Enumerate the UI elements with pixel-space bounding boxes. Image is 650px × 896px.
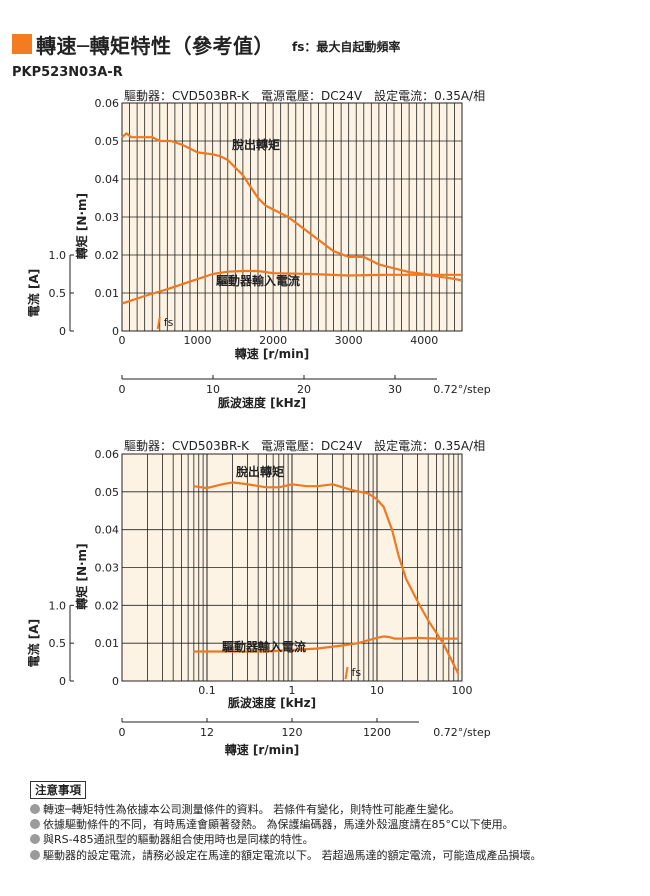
secondary-tick-label: 20 [297,383,311,396]
x-tick-label: 100 [452,684,473,697]
model-number: PKP523N03A-R [12,65,123,80]
x-axis-label: 轉速 [r/min] [235,346,310,361]
x-tick-label: 1000 [184,334,212,347]
secondary-axis-label: 脈波速度 [kHz] [218,395,306,410]
y-tick-label: 0.04 [95,173,120,186]
notes-heading: 注意事項 [30,781,86,799]
secondary-tick-label: 30 [388,383,402,396]
note-text: 轉速─轉矩特性為依據本公司測量條件的資料。 若條件有變化，則特性可能產生變化。 [43,803,461,816]
series-line-pullout-torque [121,132,463,282]
secondary-unit-note: 0.72°/step [433,383,491,396]
y-axis-label: 轉矩 [N·m] [74,543,89,609]
note-item: 驅動器的設定電流，請務必設定在馬達的額定電流以下。 若超過馬達的額定電流，可能造… [30,848,640,863]
y-tick-label: 0.06 [95,97,120,110]
y2-tick-label: 0.5 [49,637,67,650]
y2-axis-label: 電流 [A] [26,619,41,667]
secondary-unit-note: 0.72°/step [433,726,491,739]
title-note: fs：最大自起動頻率 [292,40,401,54]
chart-header: 驅動器：CVD503BR-K 電源電壓：DC24V 設定電流：0.35A/相 [124,438,485,453]
y2-tick-label: 0.5 [49,287,67,300]
notes-section: 注意事項 轉速─轉矩特性為依據本公司測量條件的資料。 若條件有變化，則特性可能產… [30,781,640,863]
note-item: 轉速─轉矩特性為依據本公司測量條件的資料。 若條件有變化，則特性可能產生變化。 [30,802,640,817]
x-tick-label: 3000 [335,334,363,347]
y-tick-label: 0 [112,325,119,338]
x-tick-label: 4000 [410,334,438,347]
y-tick-label: 0.04 [95,524,120,537]
y-tick-label: 0.03 [95,211,120,224]
secondary-tick-label: 1200 [363,726,391,739]
x-axis-label: 脈波速度 [kHz] [228,695,316,710]
fs-marker [156,316,161,330]
note-item: 與RS-485通訊型的驅動器組合使用時也是同樣的特性。 [30,832,640,847]
series-label: 脫出轉矩 [236,464,284,479]
bullet-icon [30,819,40,830]
bullet-icon [30,849,40,860]
y-tick-label: 0.03 [95,562,120,575]
note-text: 與RS-485通訊型的驅動器組合使用時也是同樣的特性。 [43,833,314,847]
y-tick-label: 0.05 [95,135,120,148]
y-axis-label: 轉矩 [N·m] [74,193,89,259]
y-tick-label: 0 [112,675,119,688]
x-tick-label: 0.1 [198,684,216,697]
y2-tick-label: 0 [59,675,66,688]
y-tick-label: 0.01 [95,287,120,300]
note-text: 依據驅動條件的不同，有時馬達會顯著發熱。 為保護編碼器，馬達外殼溫度請在85°C… [43,818,514,832]
charts-canvas: 驅動器：CVD503BR-K 電源電壓：DC24V 設定電流：0.35A/相00… [26,88,491,757]
secondary-tick-label: 120 [282,726,303,739]
y2-tick-label: 0 [59,325,66,338]
y2-axis-label: 電流 [A] [26,269,41,317]
y2-tick-label: 1.0 [49,599,67,612]
x-tick-label: 1 [289,684,296,697]
series-line-input-current [121,269,462,305]
secondary-tick-label: 0 [119,726,126,739]
note-text: 驅動器的設定電流，請務必設定在馬達的額定電流以下。 若超過馬達的額定電流，可能造… [43,848,542,862]
chart-header: 驅動器：CVD503BR-K 電源電壓：DC24V 設定電流：0.35A/相 [124,88,485,103]
fs-marker [344,666,349,680]
title-row: 轉速─轉矩特性（參考值） fs：最大自起動頻率 [12,30,400,58]
secondary-axis-label: 轉速 [r/min] [225,742,300,757]
x-tick-label: 2000 [259,334,287,347]
fs-label: fs [164,316,174,329]
series-line-pullout-torque [193,481,460,674]
y-tick-label: 0.01 [95,637,120,650]
x-tick-label: 10 [370,684,384,697]
fs-label: fs [352,666,362,679]
note-item: 依據驅動條件的不同，有時馬達會顯著發熱。 為保護編碼器，馬達外殼溫度請在85°C… [30,817,640,832]
x-tick-label: 0 [119,334,126,347]
y-tick-label: 0.06 [95,448,120,461]
series-label: 驅動器輸入電流 [216,273,300,288]
y2-tick-label: 1.0 [49,249,67,262]
series-label: 脫出轉矩 [232,137,280,152]
y-tick-label: 0.05 [95,486,120,499]
y-tick-label: 0.02 [95,249,120,262]
y-tick-label: 0.02 [95,599,120,612]
page-title: 轉速─轉矩特性（參考值） [36,33,275,58]
secondary-tick-label: 10 [206,383,220,396]
series-line-input-current [193,635,459,653]
bullet-icon [30,804,40,814]
series-label: 驅動器輸入電流 [222,639,306,654]
bullet-icon [30,834,40,845]
title-square-icon [12,34,32,54]
secondary-tick-label: 12 [200,726,214,739]
secondary-tick-label: 0 [119,383,126,396]
